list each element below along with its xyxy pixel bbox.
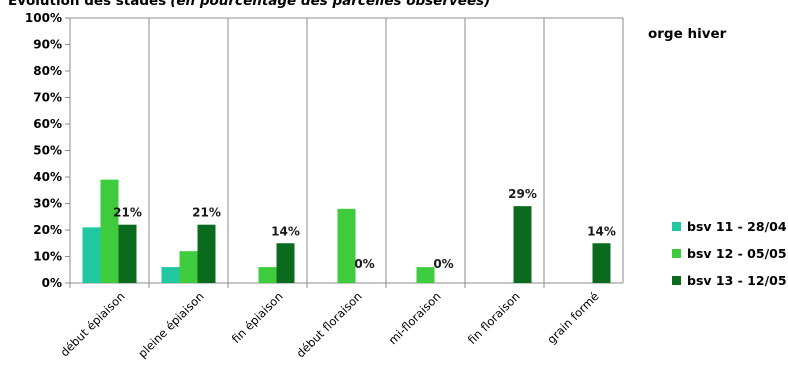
legend-label-2: bsv 12 - 05/05 (687, 246, 787, 261)
y-tick-label: 10% (33, 250, 62, 264)
bar-series-2 (416, 267, 435, 283)
legend-swatch-2 (672, 249, 681, 258)
x-category-label: début épiaison (57, 289, 127, 359)
x-category-label: début floraison (293, 289, 364, 360)
y-tick-label: 0% (42, 276, 62, 290)
bar-series-2 (258, 267, 277, 283)
bar-series-3 (197, 224, 216, 283)
y-tick-label: 60% (33, 117, 62, 131)
y-tick-label: 40% (33, 170, 62, 184)
bar-series-3 (513, 206, 532, 283)
x-category-label: grain formé (544, 289, 601, 346)
bar-series-3 (592, 243, 611, 283)
data-label: 29% (508, 187, 537, 201)
data-label: 21% (192, 206, 221, 220)
y-tick-label: 30% (33, 197, 62, 211)
data-label: 21% (113, 206, 142, 220)
chart-title: Evolution des stades (en pourcentage des … (8, 0, 490, 9)
bar-series-3 (276, 243, 295, 283)
x-category-label: fin floraison (465, 289, 523, 347)
x-category-label: fin épiaison (229, 289, 286, 346)
data-label: 0% (433, 257, 453, 271)
y-tick-label: 70% (33, 91, 62, 105)
y-tick-label: 100% (25, 11, 62, 25)
y-tick-label: 20% (33, 223, 62, 237)
data-label: 14% (587, 224, 616, 238)
legend-label-1: bsv 11 - 28/04 (687, 219, 787, 234)
bar-series-2 (179, 251, 198, 283)
bar-series-2 (100, 179, 119, 283)
y-tick-label: 80% (33, 64, 62, 78)
data-label: 0% (354, 257, 374, 271)
bar-series-1 (161, 267, 180, 283)
bar-series-1 (82, 227, 101, 283)
x-category-label: pleine épiaison (135, 289, 206, 360)
data-label: 14% (271, 224, 300, 238)
bar-series-2 (337, 208, 356, 283)
y-tick-label: 50% (33, 144, 62, 158)
y-tick-label: 90% (33, 38, 62, 52)
crop-label: orge hiver (648, 26, 727, 42)
legend-label-3: bsv 13 - 12/05 (687, 273, 787, 288)
x-category-label: mi-floraison (386, 289, 444, 347)
bar-series-3 (118, 224, 137, 283)
legend-swatch-3 (672, 276, 681, 285)
legend-swatch-1 (672, 222, 681, 231)
